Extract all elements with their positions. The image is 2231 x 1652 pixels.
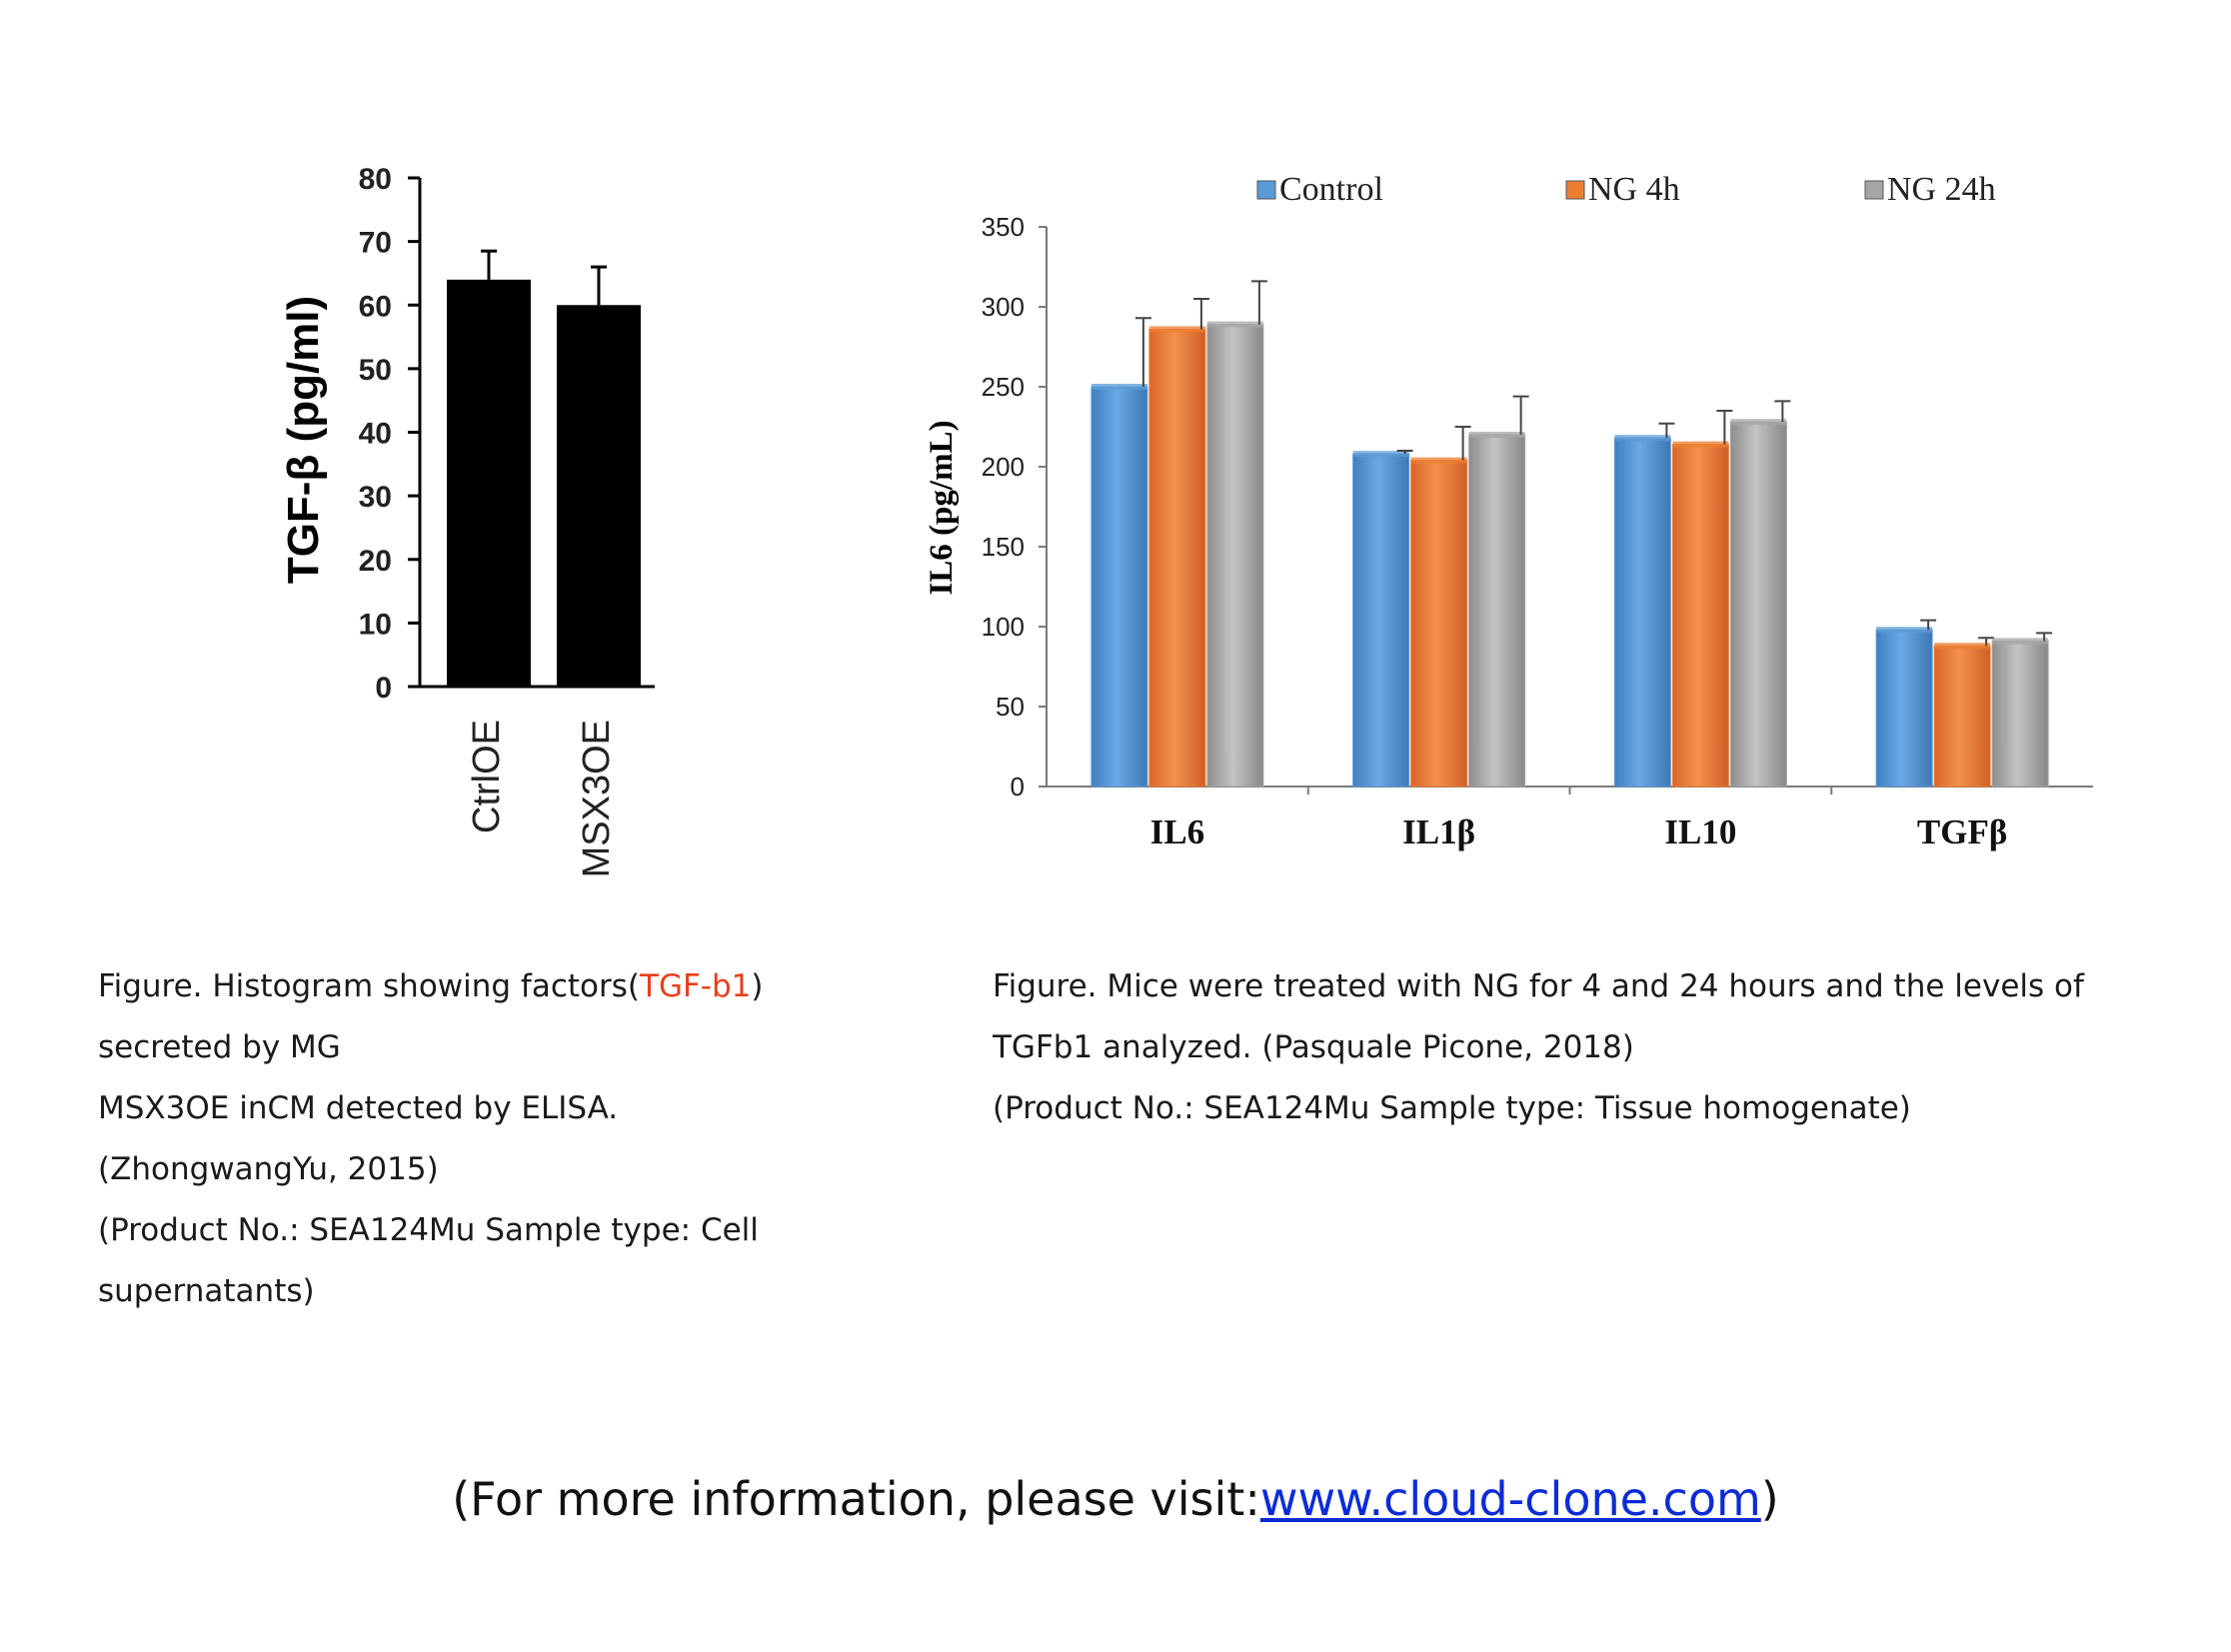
chart2-bar-ng-4h <box>1933 645 1991 788</box>
chart2-legend-label: NG 24h <box>1887 171 1996 208</box>
chart2-bar-ng-4h <box>1410 460 1468 788</box>
caption-line: supernatants) <box>98 1273 315 1309</box>
chart1-y-tick-label: 20 <box>359 545 392 578</box>
chart2-legend-label: Control <box>1279 171 1383 208</box>
chart2-bar-top <box>1410 457 1467 464</box>
chart2-legend-swatch <box>1864 180 1884 200</box>
chart2-y-tick-label: 300 <box>982 292 1025 322</box>
chart2-x-tick-label: IL6 <box>1150 813 1204 851</box>
chart2-y-tick-label: 200 <box>982 452 1025 482</box>
chart2-x-tick-label: IL1β <box>1402 813 1475 851</box>
caption-line: Figure. Histogram showing factors(TGF-b1… <box>98 968 764 1004</box>
chart2-y-tick-label: 350 <box>982 212 1025 242</box>
chart2-bar-ng-4h <box>1148 328 1206 788</box>
caption-line: (Product No.: SEA124Mu Sample type: Tiss… <box>993 1090 1911 1126</box>
chart2-bar-top <box>1876 627 1933 634</box>
footer-info: (For more information, please visit:www.… <box>0 1472 2231 1526</box>
chart2-bar-ng-24h <box>1206 324 1264 788</box>
chart2-y-tick-label: 250 <box>982 372 1025 402</box>
chart2-bar-control <box>1091 386 1148 788</box>
chart2-bar-ng-4h <box>1671 444 1729 788</box>
caption-line: (Product No.: SEA124Mu Sample type: Cell <box>98 1212 759 1248</box>
chart1-y-tick-label: 30 <box>359 481 392 514</box>
chart2-legend-label: NG 4h <box>1588 171 1680 208</box>
footer-suffix: ) <box>1760 1472 1779 1526</box>
chart2-y-tick-label: 50 <box>996 692 1025 722</box>
chart2-y-tick-label: 0 <box>1011 772 1025 802</box>
chart1-x-tick-label: CtrlOE <box>466 720 508 833</box>
caption-highlight: TGF-b1 <box>640 968 752 1004</box>
chart2-legend-swatch <box>1256 180 1276 200</box>
chart2-y-tick-label: 100 <box>982 612 1025 642</box>
chart2-bar-control <box>1352 453 1410 788</box>
caption-line: (ZhongwangYu, 2015) <box>98 1151 439 1187</box>
right-figure-caption: Figure. Mice were treated with NG for 4 … <box>993 956 2192 1139</box>
chart1-y-axis-label: TGF-β (pg/ml) <box>279 296 328 584</box>
chart2-bar-top <box>1934 643 1991 650</box>
chart1-x-tick-label: MSX3OE <box>576 720 618 877</box>
chart2-bar-top <box>1352 451 1409 458</box>
chart2-bar-ng-24h <box>1729 421 1787 788</box>
chart2-bar-top <box>1468 432 1525 438</box>
chart2-y-axis-label: IL6 (pg/mL) <box>924 420 960 595</box>
chart2-x-tick-label: TGFβ <box>1917 813 2007 851</box>
chart1-y-tick-label: 70 <box>359 227 392 260</box>
chart1-y-tick-label: 50 <box>359 354 392 387</box>
chart2-bar-control <box>1613 437 1671 788</box>
chart2-bar-control <box>1875 629 1933 788</box>
website-link[interactable]: www.cloud-clone.com <box>1259 1472 1761 1526</box>
caption-line: TGFb1 analyzed. (Pasquale Picone, 2018) <box>993 1029 1634 1065</box>
caption-line: MSX3OE inCM detected by ELISA. <box>98 1090 619 1126</box>
chart2-bar-top <box>1148 326 1205 333</box>
chart2-legend-swatch <box>1565 180 1585 200</box>
chart1-y-tick-label: 60 <box>359 290 392 323</box>
chart2-bar-top <box>1091 384 1147 390</box>
chart2-bar-top <box>1614 435 1671 442</box>
chart2-bar-top <box>1672 441 1729 448</box>
footer-prefix: (For more information, please visit: <box>452 1472 1260 1526</box>
chart1-bar-ctrloe <box>447 279 531 687</box>
chart2-y-tick-label: 150 <box>982 532 1025 562</box>
chart1-y-tick-label: 0 <box>375 672 392 705</box>
chart1-y-tick-label: 40 <box>359 418 392 451</box>
chart2-x-tick-label: IL10 <box>1664 813 1736 851</box>
caption-line: Figure. Mice were treated with NG for 4 … <box>993 968 2084 1004</box>
left-figure-caption: Figure. Histogram showing factors(TGF-b1… <box>98 956 838 1322</box>
chart2-bar-ng-24h <box>1991 640 2049 788</box>
caption-line: secreted by MG <box>98 1029 341 1065</box>
chart2-bar-ng-24h <box>1468 434 1526 788</box>
chart1-y-tick-label: 80 <box>359 163 392 196</box>
chart2-bar-top <box>1206 321 1263 328</box>
chart1-bar-msx3oe <box>557 305 641 687</box>
chart2-bar-top <box>1992 638 2049 645</box>
chart2-bar-top <box>1730 419 1787 426</box>
chart1-y-tick-label: 10 <box>359 608 392 641</box>
